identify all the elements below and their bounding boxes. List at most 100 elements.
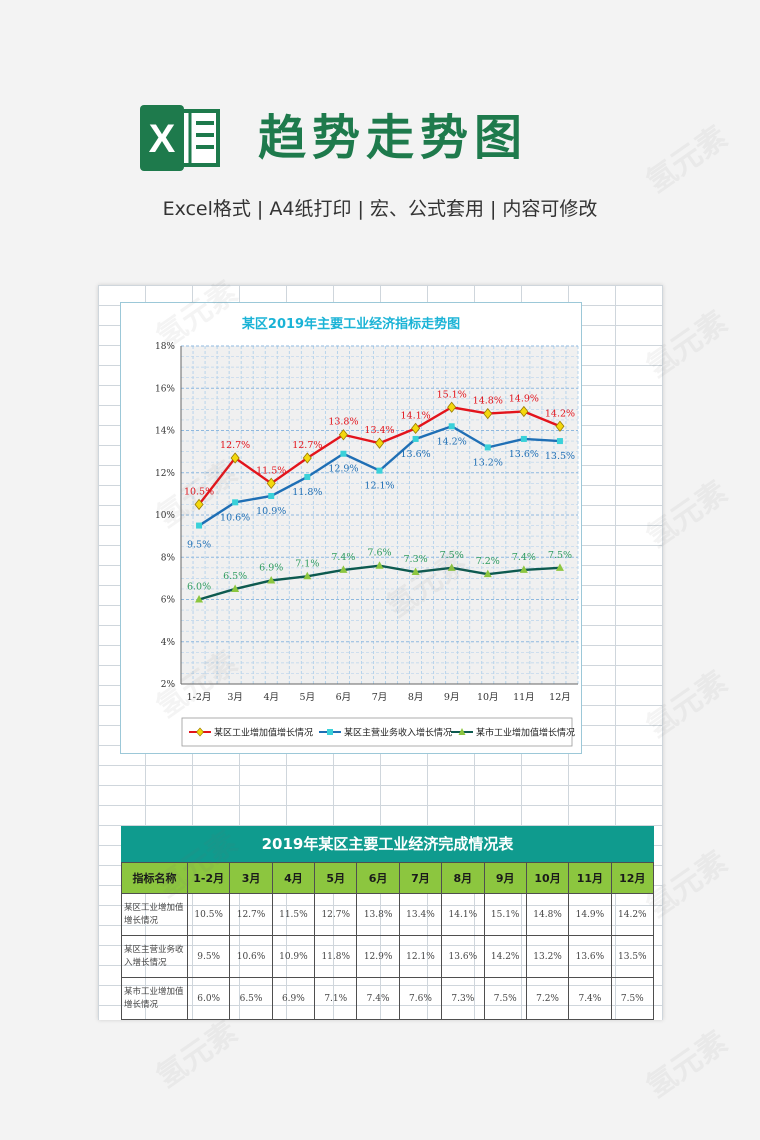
value-cell: 13.6%: [568, 935, 612, 978]
data-label: 12.1%: [364, 481, 394, 492]
y-tick-label: 12%: [155, 469, 175, 479]
data-label: 7.4%: [331, 552, 355, 563]
x-tick-label: 5月: [300, 692, 316, 703]
header-cell-month: 9月: [483, 862, 527, 894]
header: X 趋势走势图 Excel格式 | A4纸打印 | 宏、公式套用 | 内容可修改: [0, 0, 760, 260]
data-label: 7.5%: [440, 550, 464, 561]
series-3-point: [447, 563, 456, 571]
data-label: 7.6%: [367, 548, 391, 559]
value-cell: 12.9%: [356, 935, 400, 978]
data-label: 13.5%: [545, 451, 575, 462]
data-label: 14.9%: [509, 393, 539, 404]
series-1-point: [302, 452, 312, 464]
x-tick-label: 8月: [408, 692, 424, 703]
data-label: 13.6%: [400, 449, 430, 460]
series-2-point: [448, 423, 455, 430]
table-row: 某区工业增加值增长情况 10.5% 12.7% 11.5% 12.7% 13.8% 13.4…: [121, 893, 655, 936]
value-cell: 7.3%: [441, 977, 485, 1020]
value-cell: 14.8%: [525, 893, 570, 936]
series-1-point: [338, 429, 348, 441]
header-cell-month: 10月: [525, 862, 570, 894]
value-cell: 7.6%: [398, 977, 443, 1020]
y-tick-label: 16%: [155, 384, 175, 394]
series-1-point: [483, 407, 493, 420]
y-tick-label: 6%: [161, 596, 176, 606]
value-cell: 11.5%: [271, 893, 316, 936]
data-label: 12.9%: [328, 464, 358, 475]
data-label: 7.3%: [404, 554, 428, 565]
legend-marker: [196, 727, 204, 737]
data-label: 13.8%: [328, 417, 358, 428]
data-label: 6.5%: [223, 571, 247, 582]
x-tick-label: 4月: [263, 692, 279, 703]
table-body: 某区工业增加值增长情况 10.5% 12.7% 11.5% 12.7% 13.8% 13.4…: [121, 893, 655, 1020]
x-tick-label: 7月: [372, 692, 388, 703]
page-headline: 趋势走势图: [258, 110, 529, 166]
data-label: 11.8%: [292, 487, 322, 498]
value-cell: 14.1%: [441, 893, 485, 936]
data-label: 13.2%: [473, 457, 503, 468]
series-3-point: [519, 565, 528, 573]
y-tick-label: 8%: [161, 553, 176, 563]
series-3-point: [411, 567, 420, 576]
value-cell: 12.7%: [314, 893, 358, 936]
series-1-point: [555, 420, 565, 432]
value-cell: 11.8%: [314, 935, 358, 978]
value-cell: 14.2%: [483, 935, 527, 978]
series-2-point: [232, 499, 239, 506]
value-cell: 12.7%: [229, 893, 273, 936]
table-row: 某市工业增加值增长情况 6.0% 6.5% 6.9% 7.1% 7.4% 7.6% 7.3% 7…: [121, 977, 655, 1020]
header-cell-month: 5月: [314, 862, 358, 894]
series-1-point: [447, 401, 457, 413]
series-2-point: [484, 444, 491, 451]
value-cell: 10.5%: [186, 893, 231, 936]
row-name-cell: 某区主营业务收入增长情况: [121, 935, 188, 978]
logo-letter: X: [149, 117, 176, 161]
x-tick-label: 11月: [513, 692, 535, 703]
value-cell: 7.2%: [525, 977, 570, 1020]
legend-entry: 某区工业增加值增长情况: [214, 727, 313, 739]
summary-table-block: 2019年某区主要工业经济完成情况表 指标名称 1-2月 3月 4月 5月 6月 7月 8月 9…: [121, 826, 655, 1020]
data-label: 14.2%: [437, 436, 467, 447]
value-cell: 13.8%: [356, 893, 400, 936]
value-cell: 10.6%: [229, 935, 273, 978]
series-2-point: [268, 492, 275, 499]
series-1-point: [411, 422, 421, 435]
header-cell-month: 4月: [271, 862, 316, 894]
header-cell-month: 8月: [441, 862, 485, 894]
value-cell: 14.9%: [568, 893, 612, 936]
data-label: 6.9%: [259, 562, 283, 573]
value-cell: 7.1%: [314, 977, 358, 1020]
series-2-point: [412, 435, 419, 442]
data-label: 10.5%: [184, 486, 214, 497]
table-row: 某区主营业务收入增长情况 9.5% 10.6% 10.9% 11.8% 12.9% 12.1…: [121, 935, 655, 978]
table-header-row: 指标名称 1-2月 3月 4月 5月 6月 7月 8月 9月 10月 11月 12月: [121, 862, 655, 894]
data-label: 10.9%: [256, 506, 286, 517]
series-2-point: [196, 522, 203, 529]
data-label: 15.1%: [437, 389, 467, 400]
table-title: 2019年某区主要工业经济完成情况表: [121, 826, 654, 862]
header-cell-month: 11月: [568, 862, 612, 894]
series-3-point: [555, 563, 564, 571]
y-tick-label: 14%: [155, 427, 175, 437]
y-tick-label: 4%: [161, 638, 176, 648]
value-cell: 6.9%: [271, 977, 316, 1020]
data-label: 6.0%: [187, 582, 211, 593]
data-label: 12.7%: [220, 440, 250, 451]
series-1-point: [266, 477, 276, 489]
value-cell: 15.1%: [483, 893, 527, 936]
y-tick-label: 10%: [155, 511, 175, 521]
legend-marker: [327, 729, 333, 735]
data-label: 9.5%: [187, 540, 211, 551]
series-1-point: [230, 452, 240, 464]
data-label: 13.6%: [509, 449, 539, 460]
data-label: 13.4%: [364, 425, 394, 436]
legend-marker: [458, 728, 466, 735]
header-cell-month: 12月: [610, 862, 655, 894]
series-2-point: [304, 473, 311, 480]
legend-box: [181, 717, 573, 747]
page-subline: Excel格式 | A4纸打印 | 宏、公式套用 | 内容可修改: [162, 198, 598, 220]
y-tick-label: 2%: [161, 680, 176, 690]
value-cell: 7.4%: [356, 977, 400, 1020]
x-tick-label: 9月: [444, 692, 460, 703]
